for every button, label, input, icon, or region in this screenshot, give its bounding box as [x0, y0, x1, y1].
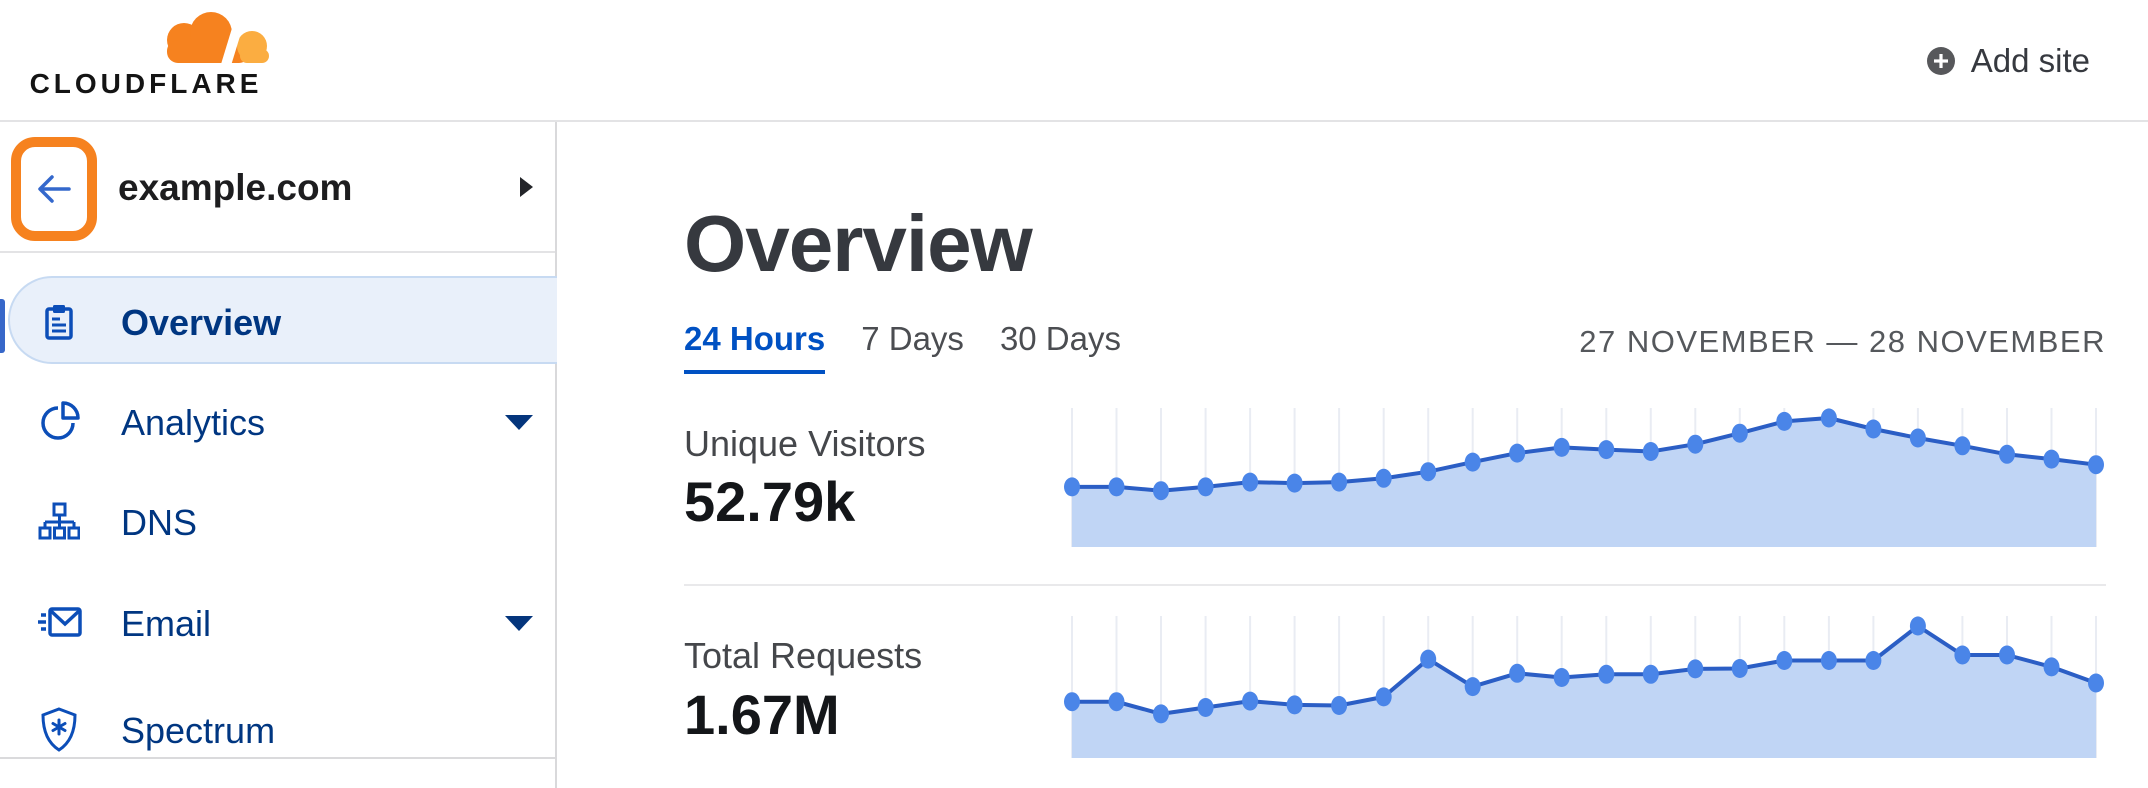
overview-content: Overview 24 Hours 7 Days 30 Days 27 NOVE… [559, 124, 2148, 788]
sidebar-item-label: Spectrum [121, 710, 276, 751]
caret-down-icon[interactable] [504, 615, 534, 633]
chevron-right-icon[interactable] [519, 176, 535, 198]
page-title: Overview [684, 199, 1033, 288]
add-site-button[interactable]: Add site [1926, 42, 2090, 80]
site-selector-row: example.com [0, 122, 555, 253]
site-sidebar: example.com Overview Analytics [0, 122, 557, 788]
plus-circle-icon [1926, 47, 1955, 75]
back-arrow-icon [38, 175, 71, 203]
unique-visitors-value: 52.79k [684, 470, 856, 533]
sidebar-item-label: Overview [121, 302, 282, 343]
sidebar-item-overview[interactable]: Overview [8, 276, 557, 364]
total-requests-chart[interactable] [1062, 612, 2106, 758]
logo-wordmark: CLOUDFLARE [29, 68, 263, 99]
pie-chart-icon [41, 401, 80, 440]
tab-30-days[interactable]: 30 Days [999, 320, 1121, 357]
shield-icon [41, 707, 77, 752]
app-header: CLOUDFLARE Add site [0, 0, 2148, 122]
site-name: example.com [118, 167, 353, 208]
tab-7-days[interactable]: 7 Days [861, 320, 964, 357]
clipboard-icon [45, 305, 73, 340]
metric-row-divider [684, 584, 2106, 586]
sidebar-item-email[interactable]: Email [0, 579, 555, 667]
unique-visitors-label: Unique Visitors [684, 423, 926, 464]
active-item-accent-bar [0, 299, 5, 353]
envelope-icon [38, 607, 82, 637]
date-range-label: 27 NOVEMBER — 28 NOVEMBER [1579, 324, 2106, 359]
add-site-label: Add site [1970, 42, 2090, 79]
back-button[interactable] [11, 137, 97, 241]
time-range-tabs: 24 Hours 7 Days 30 Days [684, 320, 1121, 374]
sidebar-divider [0, 757, 555, 759]
cloudflare-logo[interactable]: CLOUDFLARE [26, 6, 269, 110]
sidebar-item-analytics[interactable]: Analytics [0, 378, 555, 466]
caret-down-icon[interactable] [504, 414, 534, 432]
cloudflare-cloud-icon [167, 12, 269, 66]
tab-24-hours[interactable]: 24 Hours [684, 320, 826, 374]
total-requests-value: 1.67M [684, 683, 840, 746]
total-requests-label: Total Requests [684, 635, 923, 676]
sidebar-item-label: Email [121, 603, 212, 644]
sidebar-item-spectrum[interactable]: Spectrum [0, 686, 555, 774]
sidebar-item-label: DNS [121, 502, 198, 543]
sitemap-icon [38, 502, 80, 540]
sidebar-item-dns[interactable]: DNS [0, 478, 555, 566]
unique-visitors-chart[interactable] [1062, 404, 2106, 547]
sidebar-item-label: Analytics [121, 402, 266, 443]
